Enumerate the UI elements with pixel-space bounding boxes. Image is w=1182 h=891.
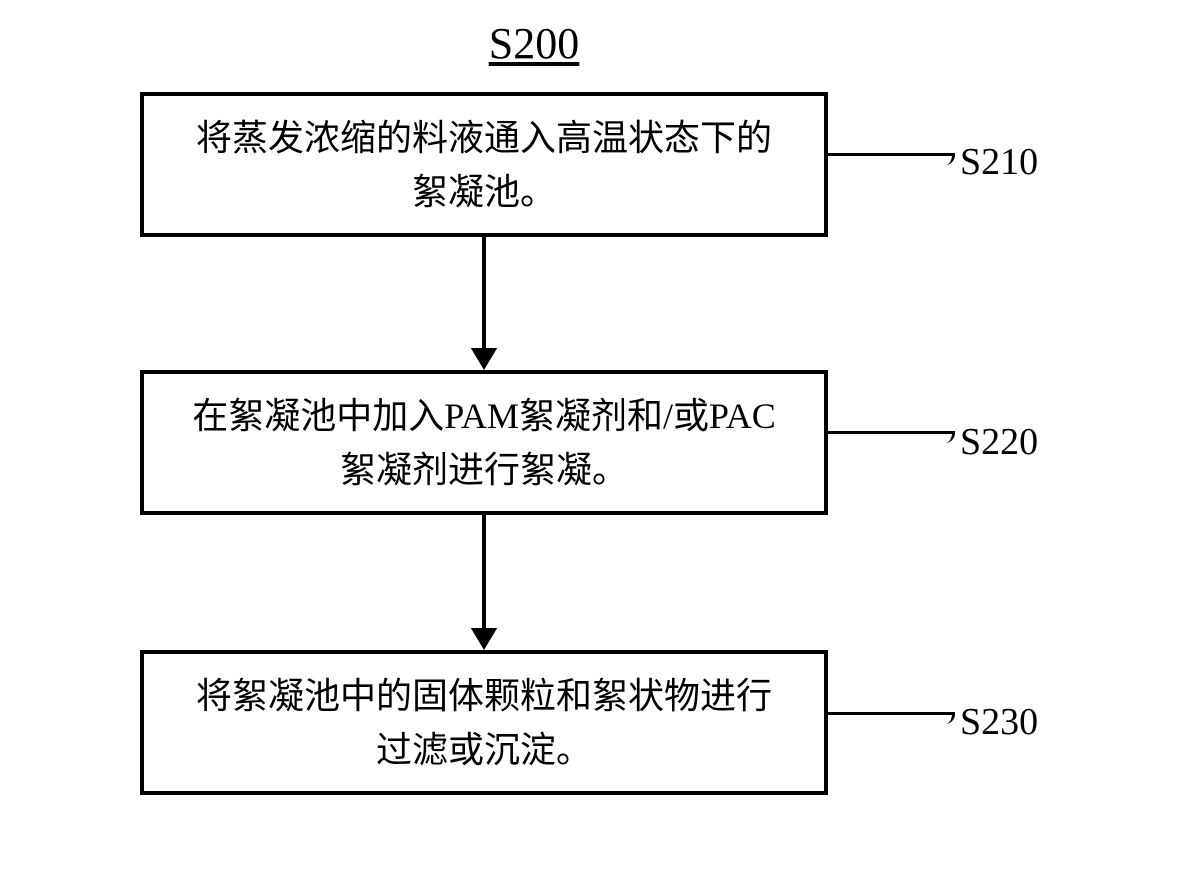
flowchart-title: S200 (454, 18, 614, 69)
flow-node-text: 将蒸发浓缩的料液通入高温状态下的 絮凝池。 (196, 111, 772, 219)
step-label-l220: S220 (960, 420, 1038, 464)
flow-node-s220: 在絮凝池中加入PAM絮凝剂和/或PAC 絮凝剂进行絮凝。 (140, 370, 828, 515)
label-connector (828, 712, 955, 724)
label-connector (828, 153, 955, 165)
flowchart-canvas: S200 将蒸发浓缩的料液通入高温状态下的 絮凝池。在絮凝池中加入PAM絮凝剂和/… (0, 0, 1182, 891)
step-label-l230: S230 (960, 700, 1038, 744)
flow-node-text: 在絮凝池中加入PAM絮凝剂和/或PAC 絮凝剂进行絮凝。 (192, 389, 775, 497)
flow-node-s210: 将蒸发浓缩的料液通入高温状态下的 絮凝池。 (140, 92, 828, 237)
flow-arrow (462, 515, 506, 650)
flow-arrow (462, 237, 506, 370)
flow-node-text: 将絮凝池中的固体颗粒和絮状物进行 过滤或沉淀。 (196, 669, 772, 777)
flow-node-s230: 将絮凝池中的固体颗粒和絮状物进行 过滤或沉淀。 (140, 650, 828, 795)
step-label-l210: S210 (960, 140, 1038, 184)
label-connector (828, 431, 955, 443)
